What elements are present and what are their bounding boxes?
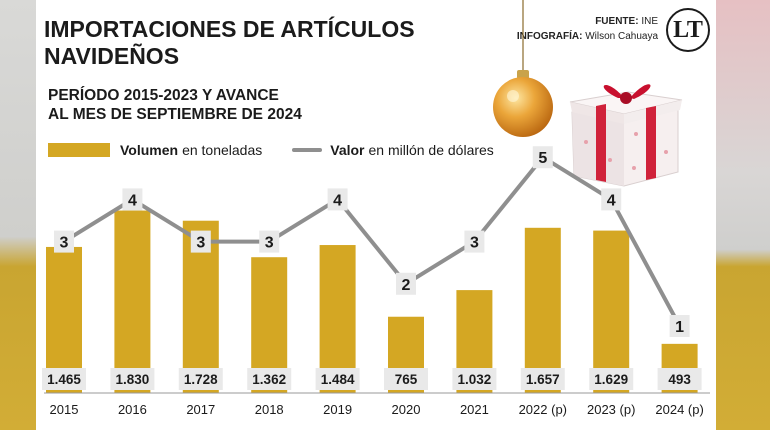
source-value: INE <box>641 16 658 27</box>
page-title: IMPORTACIONES DE ARTÍCULOS NAVIDEÑOS <box>44 16 464 70</box>
x-tick-label-2023 (p): 2023 (p) <box>587 402 635 417</box>
chart-legend: Volumen en toneladas Valor en millón de … <box>48 140 494 160</box>
legend-line-text: en millón de dólares <box>368 142 494 158</box>
x-tick-label-2022 (p): 2022 (p) <box>519 402 567 417</box>
newspaper-logo-icon: LT <box>666 8 710 52</box>
volume-marker-2021 <box>452 368 497 390</box>
subtitle-line-2: AL MES DE SEPTIEMBRE DE 2024 <box>48 106 302 123</box>
volume-label-2024 (p): 493 <box>668 372 691 387</box>
legend-bar-bold: Volumen <box>120 142 179 158</box>
gift-box-icon <box>569 84 683 187</box>
volume-label-2018: 1.362 <box>252 372 286 387</box>
subtitle-line-1: PERÍODO 2015-2023 Y AVANCE <box>48 87 279 104</box>
volume-marker-2024 (p) <box>657 368 702 390</box>
source-credits: FUENTE: INE INFOGRAFÍA: Wilson Cahuaya <box>517 14 658 44</box>
x-tick-label-2024 (p): 2024 (p) <box>655 402 703 417</box>
value-marker-2021 <box>464 230 485 253</box>
logo-text: LT <box>673 16 703 43</box>
value-marker-2024 (p) <box>669 315 690 337</box>
value-marker-2015 <box>54 230 74 253</box>
volume-label-2017: 1.728 <box>184 372 218 387</box>
value-marker-2020 <box>396 272 416 295</box>
x-tick-label-2020: 2020 <box>392 402 421 417</box>
volume-marker-2015 <box>42 368 86 390</box>
x-tick-label-2017: 2017 <box>186 402 215 417</box>
value-label-2016: 4 <box>128 192 137 209</box>
x-tick-label-2016: 2016 <box>118 402 147 417</box>
x-tick-label-2019: 2019 <box>323 402 352 417</box>
value-marker-2018 <box>259 230 280 253</box>
value-label-2019: 4 <box>333 192 342 209</box>
bar-2016 <box>114 210 151 393</box>
volume-marker-2018 <box>247 368 292 390</box>
value-label-2023 (p): 4 <box>607 192 616 209</box>
value-label-2017: 3 <box>196 235 205 252</box>
volume-marker-2020 <box>384 368 428 390</box>
infographic-value: Wilson Cahuaya <box>585 31 658 42</box>
value-marker-2016 <box>122 188 143 211</box>
volume-label-2022 (p): 1.657 <box>526 372 560 387</box>
volume-label-2021: 1.032 <box>458 372 492 387</box>
volume-label-2015: 1.465 <box>47 372 81 387</box>
volume-marker-2016 <box>110 368 155 390</box>
volume-label-2020: 765 <box>395 372 418 387</box>
volume-label-2023 (p): 1.629 <box>594 372 628 387</box>
value-label-2024 (p): 1 <box>675 319 684 336</box>
value-label-2018: 3 <box>265 235 274 252</box>
bar-2023 (p) <box>593 230 630 393</box>
value-marker-2017 <box>190 230 211 253</box>
value-label-2015: 3 <box>60 235 69 252</box>
volume-marker-2019 <box>315 368 360 390</box>
x-tick-label-2021: 2021 <box>460 402 489 417</box>
background-right <box>716 0 770 430</box>
x-tick-label-2015: 2015 <box>50 402 79 417</box>
value-marker-2019 <box>327 188 348 211</box>
legend-line-bold: Valor <box>330 142 365 158</box>
value-line <box>62 155 682 327</box>
title-line-1: IMPORTACIONES DE ARTÍCULOS <box>44 16 415 42</box>
background-left <box>0 0 36 430</box>
value-marker-2022 (p) <box>532 146 553 169</box>
bar-2022 (p) <box>524 227 561 393</box>
christmas-ornament-icon <box>493 0 553 137</box>
chart-subtitle: PERÍODO 2015-2023 Y AVANCE AL MES DE SEP… <box>48 86 302 124</box>
infographic-label: INFOGRAFÍA: <box>516 31 583 42</box>
title-line-2: NAVIDEÑOS <box>44 43 180 69</box>
x-tick-label-2018: 2018 <box>255 402 284 417</box>
value-label-2020: 2 <box>402 277 411 294</box>
value-label-2022 (p): 5 <box>538 150 547 167</box>
legend-line-swatch <box>292 148 323 152</box>
volume-marker-2017 <box>178 368 223 390</box>
value-marker-2023 (p) <box>601 188 622 211</box>
legend-bar-swatch <box>48 143 110 157</box>
volume-marker-2022 (p) <box>520 368 565 390</box>
volume-label-2016: 1.830 <box>116 372 150 387</box>
legend-bar-text: en toneladas <box>182 142 263 158</box>
source-label: FUENTE: <box>595 16 639 27</box>
value-label-2021: 3 <box>470 235 479 252</box>
volume-label-2019: 1.484 <box>321 372 355 387</box>
volume-marker-2023 (p) <box>589 368 634 390</box>
